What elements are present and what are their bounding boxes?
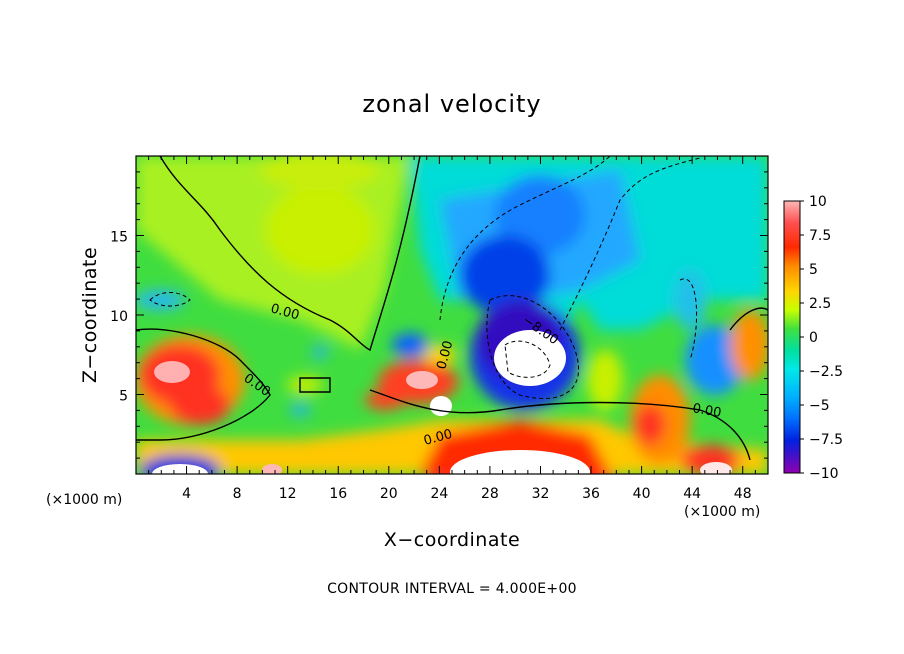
- y-tick-label: 5: [119, 389, 128, 405]
- x-tick-label: 4: [182, 486, 191, 502]
- colorbar-tick-label: −5: [809, 398, 830, 414]
- field-cores: [152, 330, 732, 474]
- x-tick-label: 28: [481, 486, 499, 502]
- colorbar-tick-label: 5: [809, 262, 818, 278]
- contour-lines: [136, 156, 768, 461]
- contour-interval-note: CONTOUR INTERVAL = 4.000E+00: [327, 581, 577, 597]
- contour-label: 0.00: [691, 401, 722, 421]
- colorbar-tick-label: −2.5: [809, 364, 843, 380]
- x-unit-right: (×1000 m): [684, 504, 760, 520]
- colorbar-tick-label: 2.5: [809, 296, 831, 312]
- colorbar-tick-label: 0: [809, 330, 818, 346]
- colorbar-tick-label: −7.5: [809, 432, 843, 448]
- x-unit-left: (×1000 m): [46, 492, 122, 508]
- x-tick-label: 12: [279, 486, 297, 502]
- contour-label: 0.00: [269, 301, 301, 323]
- colorbar: [783, 200, 801, 474]
- colorbar-ticks: 10 7.5 5 2.5 0 −2.5 −5 −7.5 −10: [800, 194, 843, 482]
- chart-title: zonal velocity: [362, 90, 541, 118]
- x-tick-label: 20: [380, 486, 398, 502]
- y-tick-label: 15: [110, 230, 128, 246]
- x-tick-label: 16: [329, 486, 347, 502]
- x-axis-label: X−coordinate: [384, 529, 520, 551]
- heatmap-field: 0.00 0.00 0.00 0.00 0.00 −8.00: [136, 156, 768, 474]
- colorbar-tick-label: −10: [809, 466, 839, 482]
- colorbar-tick-label: 7.5: [809, 228, 831, 244]
- x-tick-label: 24: [430, 486, 448, 502]
- contour-label: 0.00: [434, 339, 456, 371]
- x-tick-label: 8: [233, 486, 242, 502]
- x-tick-label: 48: [734, 486, 752, 502]
- x-tick-label: 44: [683, 486, 701, 502]
- x-tick-label: 40: [633, 486, 651, 502]
- colorbar-tick-label: 10: [809, 194, 827, 210]
- contour-lines-dashed: [149, 156, 701, 399]
- contour-label: 0.00: [422, 427, 454, 449]
- y-axis-label: Z−coordinate: [79, 247, 101, 383]
- x-tick-label: 36: [582, 486, 600, 502]
- x-tick-label: 32: [532, 486, 550, 502]
- y-tick-label: 10: [110, 309, 128, 325]
